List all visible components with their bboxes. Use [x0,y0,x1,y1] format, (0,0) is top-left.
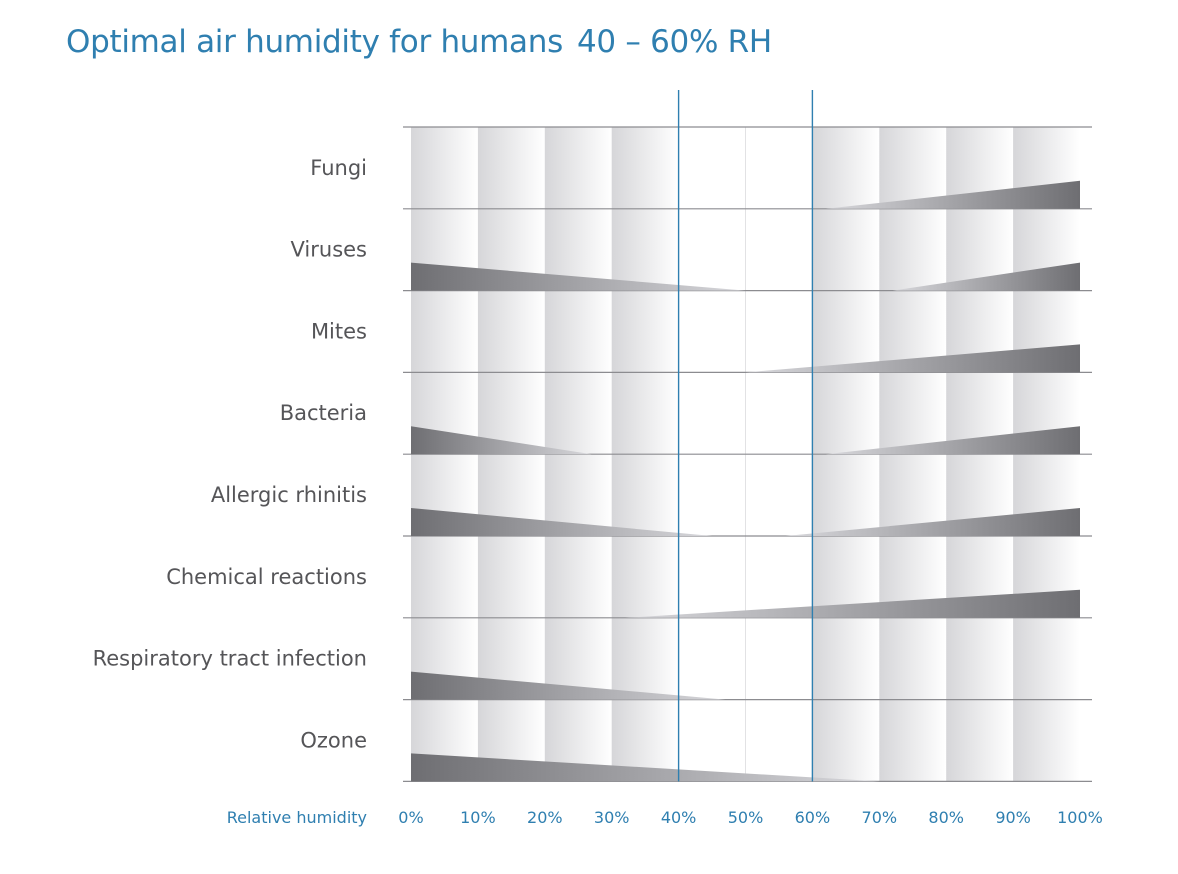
wedge-high [785,508,1080,536]
row-label: Respiratory tract infection [93,647,367,671]
row-label: Ozone [300,728,367,752]
wedge-high [892,262,1080,291]
wedge-high [825,180,1080,209]
row-label: Chemical reactions [166,565,367,589]
x-tick-label: 100% [1057,808,1103,827]
wedge-high [825,426,1080,455]
x-tick-label: 40% [661,808,697,827]
row-label: Fungi [310,156,367,180]
x-tick-label: 50% [728,808,764,827]
row-label: Viruses [291,238,367,262]
chart-title-text: Optimal air humidity for humans [66,24,563,60]
x-tick-label: 20% [527,808,563,827]
x-tick-label: 70% [862,808,898,827]
row-label: Bacteria [280,401,367,425]
wedge-high [625,589,1080,618]
x-tick-label: 80% [928,808,964,827]
x-tick-label: 0% [398,808,423,827]
x-tick-label: 30% [594,808,630,827]
row-label: Allergic rhinitis [211,483,367,507]
x-axis-title: Relative humidity [227,808,367,827]
x-tick-label: 10% [460,808,496,827]
row-label: Mites [311,319,367,343]
wedge-low [411,426,592,455]
chart-title-range: 40 – 60% RH [576,24,772,60]
x-tick-label: 60% [795,808,831,827]
wedge-low [411,671,726,700]
x-tick-label: 90% [995,808,1031,827]
wedge-low [411,508,713,536]
wedge-high [745,344,1080,373]
chart-title: Optimal air humidity for humans 40 – 60% … [66,24,772,60]
wedge-low [411,753,880,782]
wedge-low [411,262,746,291]
